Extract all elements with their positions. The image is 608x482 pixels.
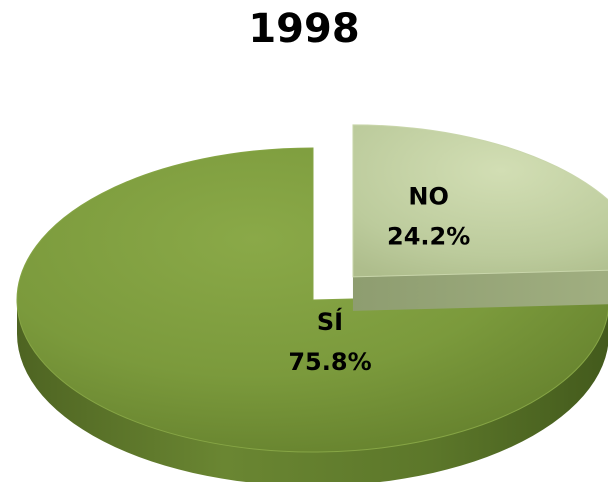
slice-value-label: 24.2%: [387, 223, 470, 251]
pie-slice-si: [16, 147, 608, 482]
pie-slice-top: [16, 147, 608, 453]
slice-label: SÍ: [317, 307, 343, 336]
pie-slice-wall: [352, 270, 608, 311]
labels-layer: SÍ 75.8% NO 24.2%: [288, 183, 470, 376]
chart-title: 1998: [248, 6, 359, 52]
slice-label: NO: [408, 183, 449, 211]
pie-slice-rim: [17, 300, 608, 482]
pie-slice-no: [352, 124, 608, 311]
slices-layer: [16, 124, 608, 482]
slice-value-label: 75.8%: [288, 348, 371, 376]
pie-slice-top: [352, 124, 608, 278]
